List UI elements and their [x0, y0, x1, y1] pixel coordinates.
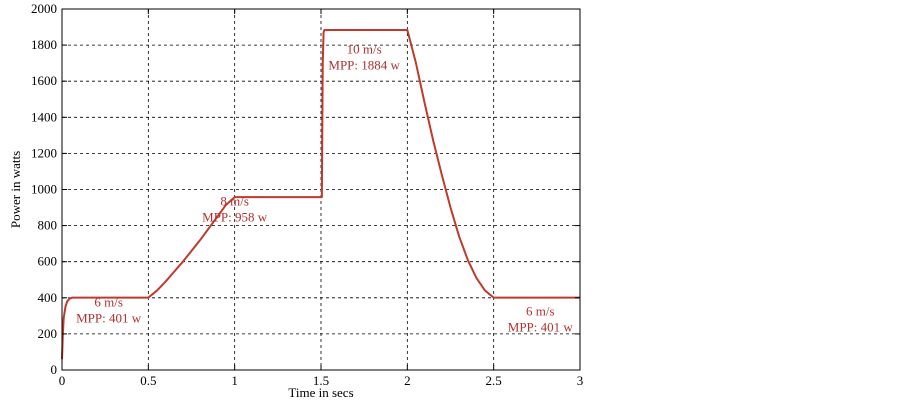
x-tick-label: 2 [404, 373, 411, 388]
x-tick-label: 2.5 [486, 373, 502, 388]
mpp-annotation-text: MPP: 958 w [202, 209, 268, 224]
power-series-line [61, 28, 580, 360]
x-tick-label: 1 [231, 373, 238, 388]
x-axis-title: Time in secs [288, 385, 353, 400]
tick-marks [61, 8, 581, 371]
y-tick-label: 600 [38, 254, 58, 269]
y-axis-title: Power in watts [8, 151, 23, 228]
mpp-annotation-text: 6 m/s [94, 294, 123, 309]
y-tick-label: 2000 [31, 1, 57, 16]
y-tick-label: 1800 [31, 37, 57, 52]
y-tick-label: 1400 [31, 109, 57, 124]
mpp-annotation-text: 8 m/s [220, 193, 249, 208]
mpp-annotation-text: MPP: 1884 w [328, 58, 400, 73]
x-tick-label: 3 [577, 373, 584, 388]
series-layer [61, 28, 580, 360]
y-tick-label: 400 [38, 290, 58, 305]
y-tick-label: 1000 [31, 182, 57, 197]
y-tick-label: 1200 [31, 145, 57, 160]
y-tick-label: 1600 [31, 73, 57, 88]
x-tick-label: 0 [59, 373, 66, 388]
y-tick-label: 800 [38, 218, 58, 233]
x-tick-label: 0.5 [140, 373, 156, 388]
y-tick-label: 0 [51, 362, 58, 377]
mpp-annotation-text: MPP: 401 w [508, 319, 574, 334]
y-tick-label: 200 [38, 326, 58, 341]
mpp-annotation-text: 6 m/s [526, 303, 555, 318]
tick-labels: 0 0.5 1 1.5 2 2.5 3 0 200 400 600 800 1000 1200 1400 16… [31, 1, 583, 388]
x-tick-label: 1.5 [313, 373, 329, 388]
mpp-annotation-text: MPP: 401 w [76, 310, 142, 325]
mpp-annotation-text: 10 m/s [347, 42, 382, 57]
